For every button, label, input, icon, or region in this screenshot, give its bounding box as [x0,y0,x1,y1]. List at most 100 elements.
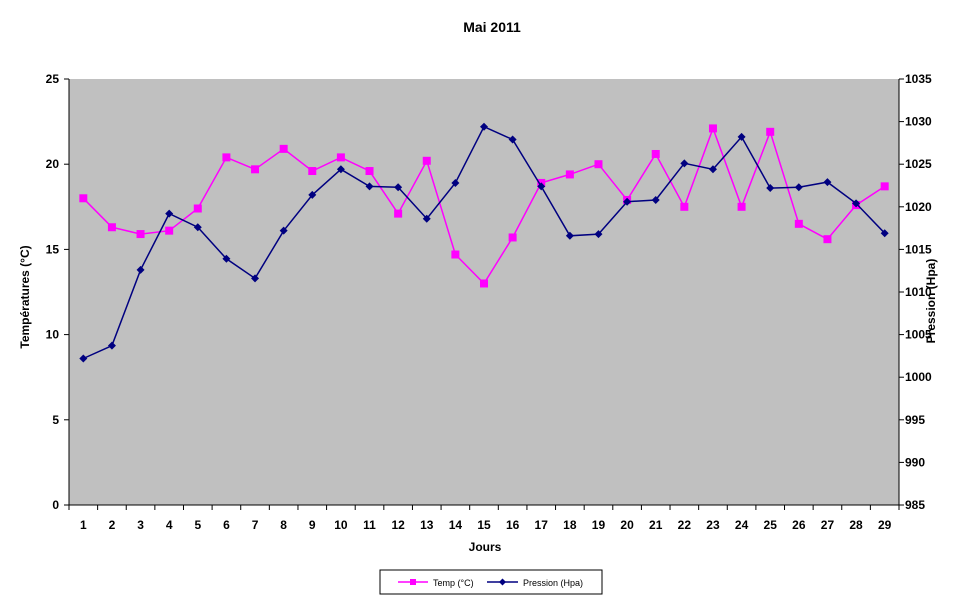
pression-point [508,135,517,144]
right-tick-label: 1035 [905,72,932,86]
temp-point [308,167,317,176]
pression-point [794,183,803,192]
pression-point [594,230,603,239]
pression-point [222,254,231,263]
right-axis: 985 990 995 1000 1005 1010 1015 1020 1025 1030 103… [898,72,932,512]
temp-point [766,127,775,136]
temp-point [880,182,889,191]
x-axis: 1 2 3 4 5 6 7 8 9 10 11 12 13 14 15 16 17 18 19 20 21 22 23 24 2… [68,504,900,532]
pression-point [365,182,374,191]
temp-point [422,156,431,165]
temp-point [565,170,574,179]
x-tick-label: 2 [109,518,116,532]
x-tick-label: 24 [735,518,749,532]
x-tick-label: 19 [592,518,606,532]
chart-title: Mai 2011 [463,19,521,35]
x-tick-label: 21 [649,518,663,532]
legend-temp-label: Temp (°C) [433,578,474,588]
pression-point [251,274,260,283]
legend: Temp (°C) Pression (Hpa) [379,569,603,595]
x-tick-label: 11 [363,518,376,532]
temp-point [594,160,603,169]
left-axis: 0 5 10 15 20 25 [46,72,70,512]
x-tick-label: 27 [821,518,835,532]
x-tick-label: 16 [506,518,520,532]
temp-point [480,279,488,288]
pression-point [852,199,861,208]
right-tick-label: 1025 [905,157,932,171]
pression-point [165,209,174,218]
x-tick-label: 20 [620,518,634,532]
x-tick-label: 13 [420,518,434,532]
x-tick-label: 29 [878,518,892,532]
temp-point [737,202,746,211]
pression-point [279,226,288,235]
x-tick-label: 10 [334,518,348,532]
pression-point [708,165,717,174]
x-tick-label: 1 [80,518,87,532]
temp-point [193,204,202,213]
temp-point [165,226,174,235]
left-tick-label: 20 [46,157,60,171]
temp-point [794,219,803,228]
x-tick-label: 25 [764,518,778,532]
y-axis-label: Températures (°C) [18,245,32,348]
temp-point [451,250,460,259]
pression-point [193,223,202,232]
temp-point [708,124,717,133]
pression-point [480,122,488,131]
legend-item-pression: Pression (Hpa) [487,578,583,588]
temp-point [508,233,517,242]
x-tick-label: 15 [477,518,491,532]
right-tick-label: 985 [905,498,925,512]
pression-point [107,341,116,350]
pression-point [766,184,775,193]
temp-point [222,153,231,162]
x-tick-label: 6 [223,518,230,532]
x-tick-label: 3 [137,518,144,532]
temp-point [651,149,660,158]
pression-point [565,231,574,240]
y2-axis-label: Pression (Hpa) [924,259,938,344]
pression-point [623,197,632,206]
temp-point [136,230,145,239]
x-tick-label: 5 [194,518,201,532]
x-tick-label: 22 [678,518,692,532]
temp-point [279,144,288,153]
legend-pression-marker [499,578,506,586]
pression-point [451,178,460,187]
x-tick-label: 12 [391,518,405,532]
x-axis-label: Jours [469,540,502,554]
legend-item-temp: Temp (°C) [398,578,474,588]
right-tick-label: 1030 [905,115,932,129]
pression-point [537,182,546,191]
temp-point [107,223,116,232]
x-tick-label: 17 [535,518,549,532]
temp-point [79,194,88,203]
right-tick-label: 1020 [905,200,932,214]
left-tick-label: 0 [52,498,59,512]
pression-point [737,132,746,141]
x-tick-label: 28 [849,518,863,532]
series-layer [79,122,889,363]
pression-point [680,159,689,168]
legend-temp-marker [410,579,416,585]
temp-point [394,209,403,218]
left-tick-label: 25 [46,72,60,86]
right-tick-label: 1015 [905,242,932,256]
pression-point [880,229,889,238]
x-tick-label: 4 [166,518,173,532]
x-tick-label: 8 [280,518,287,532]
pression-point [79,354,88,363]
pression-point [308,190,317,199]
left-tick-label: 10 [46,328,60,342]
right-tick-label: 1005 [905,328,932,342]
temp-point [680,202,689,211]
x-tick-label: 23 [706,518,720,532]
pression-point [422,214,431,223]
x-tick-label: 26 [792,518,806,532]
x-tick-label: 14 [449,518,463,532]
legend-pression-label: Pression (Hpa) [523,578,583,588]
right-tick-label: 990 [905,455,925,469]
